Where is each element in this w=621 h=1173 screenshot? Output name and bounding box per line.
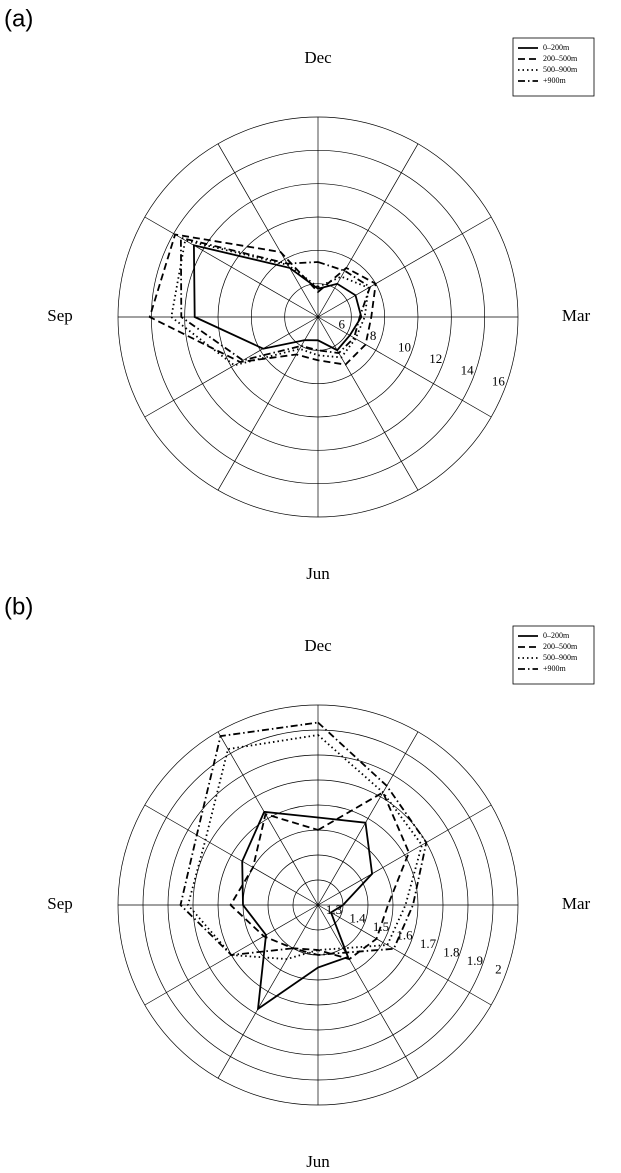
- r-tick-label: 1.8: [443, 945, 459, 960]
- r-tick-label: 6: [339, 317, 346, 332]
- legend-label: 500–900m: [543, 65, 578, 74]
- spoke: [217, 316, 319, 491]
- r-tick-label: 1.6: [396, 927, 413, 942]
- legend-label: +900m: [543, 664, 567, 673]
- r-tick-label: 1.3: [326, 902, 342, 917]
- spoke: [317, 316, 419, 491]
- spoke: [317, 904, 419, 1079]
- r-tick-label: 1.4: [349, 910, 366, 925]
- spoke: [217, 143, 319, 318]
- spoke: [217, 731, 319, 906]
- category-label: Dec: [304, 48, 332, 67]
- series-line: [241, 810, 374, 1011]
- series-line: [187, 734, 423, 961]
- spoke: [317, 804, 492, 906]
- series-line: [179, 721, 428, 956]
- category-label: Jun: [306, 564, 330, 583]
- series-line: [229, 791, 410, 961]
- category-label: Dec: [304, 636, 332, 655]
- legend-box: [512, 37, 595, 97]
- category-label: Mar: [562, 894, 591, 913]
- legend-label: 500–900m: [543, 653, 578, 662]
- series-line: [192, 244, 363, 352]
- panel-label: (a): [4, 5, 33, 32]
- category-label: Jun: [306, 1152, 330, 1171]
- spoke: [144, 216, 319, 318]
- r-tick-label: 14: [461, 362, 475, 377]
- legend-label: 200–500m: [543, 642, 578, 651]
- r-tick-label: 1.5: [373, 919, 389, 934]
- radar-chart: (a) 6 8 10 12 14 16 Dec Mar Jun Sep 0–200m 200–500m 5…: [4, 5, 595, 583]
- spoke: [317, 316, 492, 418]
- r-tick-label: 12: [429, 351, 442, 366]
- spoke: [317, 143, 419, 318]
- legend-label: 200–500m: [543, 54, 578, 63]
- r-tick-label: 8: [370, 328, 377, 343]
- r-tick-label: 1.9: [467, 953, 483, 968]
- spoke: [317, 216, 492, 318]
- spoke: [144, 804, 319, 906]
- radar-chart: (b) 1.3 1.4 1.5 1.6 1.7 1.8 1.9 2 Dec Mar Jun Sep 0–2…: [4, 593, 595, 1171]
- r-tick-label: 16: [492, 374, 506, 389]
- series-line: [170, 239, 370, 367]
- legend-label: 0–200m: [543, 631, 570, 640]
- series-line: [179, 236, 372, 362]
- r-tick-label: 1.7: [420, 936, 437, 951]
- panel-label: (b): [4, 593, 33, 620]
- series-line: [148, 233, 377, 366]
- category-label: Sep: [47, 894, 73, 913]
- spoke: [217, 904, 319, 1079]
- r-tick-label: 10: [398, 339, 411, 354]
- legend-label: 0–200m: [543, 43, 570, 52]
- category-label: Mar: [562, 306, 591, 325]
- r-tick-label: 2: [495, 962, 502, 977]
- category-label: Sep: [47, 306, 73, 325]
- spoke: [317, 904, 492, 1006]
- spoke: [144, 316, 319, 418]
- spoke: [317, 731, 419, 906]
- legend-label: +900m: [543, 76, 567, 85]
